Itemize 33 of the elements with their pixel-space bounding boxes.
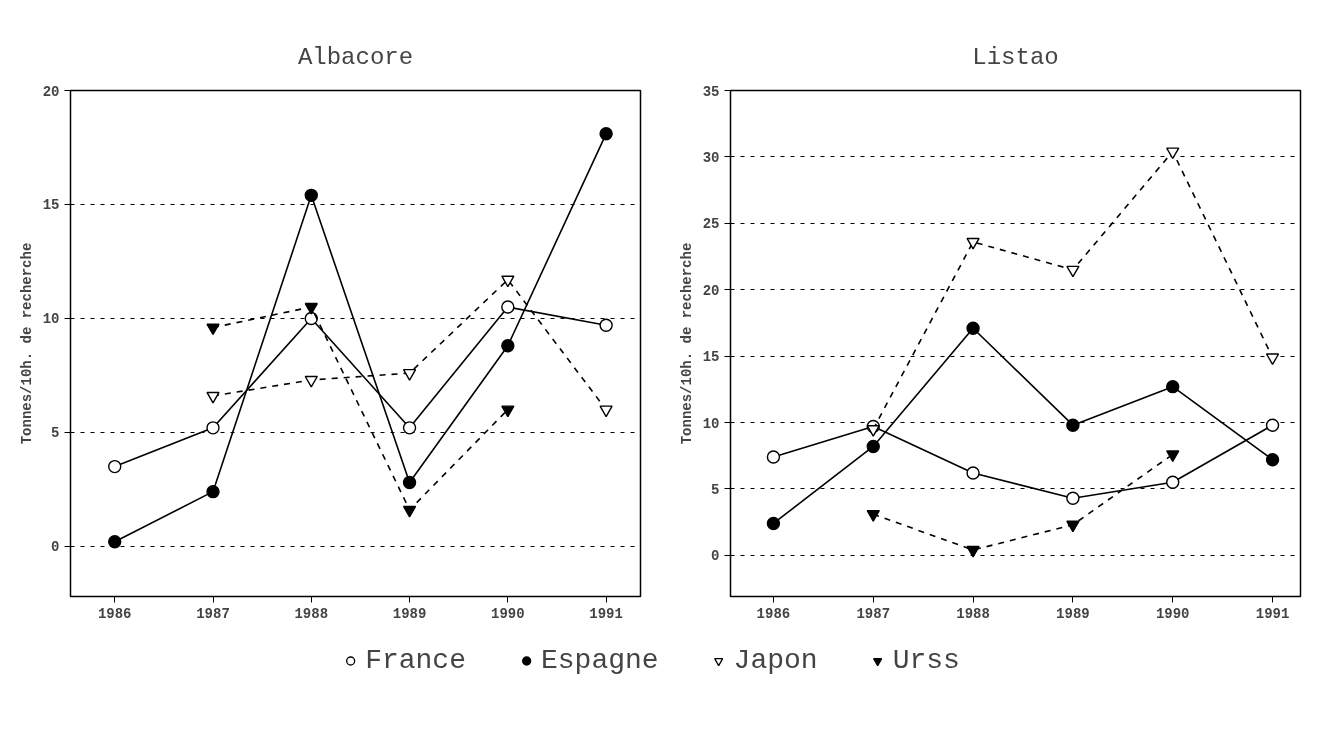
- y-tick-label: 30: [702, 149, 720, 166]
- y-tick-label: 25: [702, 216, 720, 233]
- x-tick-label: 1986: [97, 605, 132, 622]
- y-tick-label: 20: [702, 282, 720, 299]
- chart-title: Listao: [972, 43, 1059, 71]
- legend-label: Japon: [733, 644, 818, 676]
- x-tick-label: 1986: [756, 605, 791, 622]
- legend-label: Espagne: [540, 644, 659, 676]
- y-tick-label: 15: [42, 197, 60, 214]
- x-tick-label: 1990: [491, 605, 525, 622]
- x-tick-label: 1991: [589, 605, 623, 622]
- y-tick-label: 10: [702, 415, 720, 432]
- y-tick-label: 5: [51, 425, 60, 442]
- y-tick-label: 0: [51, 539, 60, 556]
- x-tick-label: 1989: [392, 605, 427, 622]
- y-tick-label: 35: [702, 83, 720, 100]
- x-tick-label: 1990: [1155, 605, 1190, 622]
- y-tick-label: 0: [711, 548, 720, 565]
- legend-label: France: [365, 644, 466, 676]
- x-tick-label: 1988: [956, 605, 990, 622]
- x-tick-label: 1988: [294, 605, 329, 622]
- legend-label: Urss: [892, 644, 960, 676]
- y-tick-label: 10: [42, 311, 60, 328]
- chart-title: Albacore: [297, 43, 414, 71]
- y-tick-label: 5: [711, 481, 720, 498]
- x-tick-label: 1987: [196, 605, 230, 622]
- x-tick-label: 1989: [1056, 605, 1090, 622]
- y-axis-title: Tonnes/10h. de recherche: [18, 242, 35, 445]
- x-tick-label: 1991: [1255, 605, 1290, 622]
- y-tick-label: 20: [42, 83, 60, 100]
- y-axis-title: Tonnes/10h. de recherche: [678, 242, 695, 445]
- x-tick-label: 1987: [856, 605, 891, 622]
- y-tick-label: 15: [702, 349, 720, 366]
